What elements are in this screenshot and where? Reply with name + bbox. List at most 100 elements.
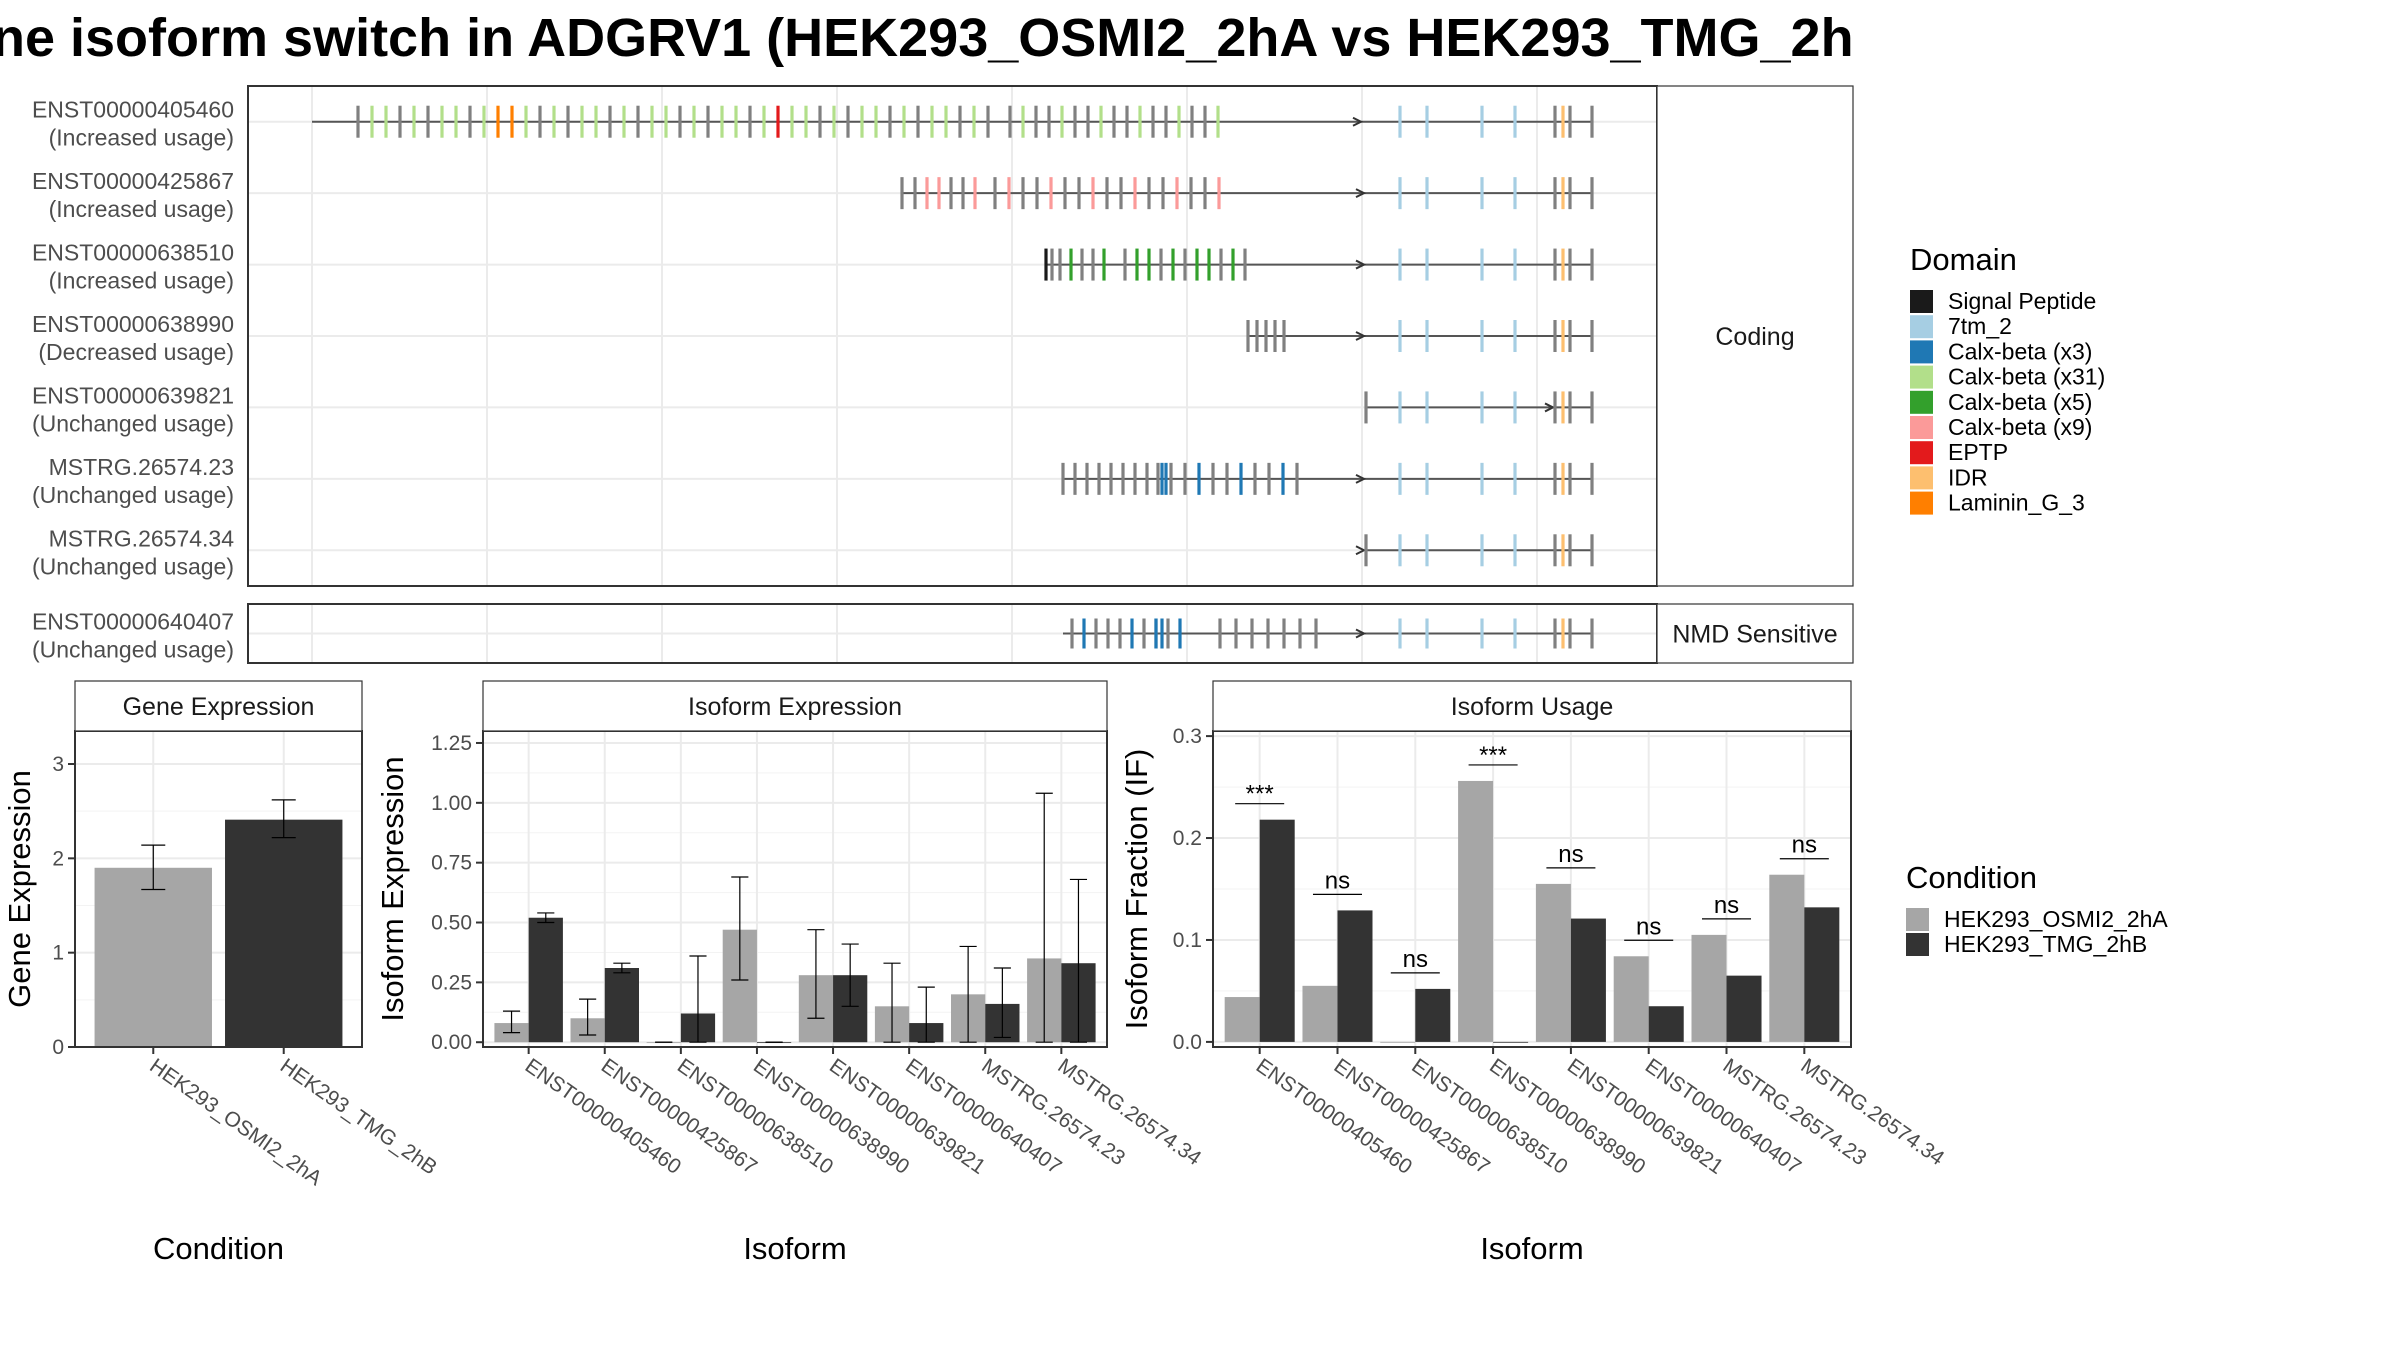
exon-block [1147,248,1151,281]
exon-block [1138,105,1142,138]
exon-block [1203,177,1207,210]
exon-block [1267,462,1271,495]
strand-arrow-icon [1355,331,1367,341]
exon-block [1513,248,1517,281]
exon-block [1590,534,1594,567]
exon-block [1568,177,1572,210]
exon-block [566,105,570,138]
exon-block [1021,177,1025,210]
x-axis-title: Isoform [1480,1231,1583,1266]
exon-block [776,105,780,138]
legend-key [1910,340,1933,364]
exon-block [1183,248,1187,281]
legend-label: HEK293_OSMI2_2hA [1944,906,2168,932]
exon-block [1094,618,1098,649]
transcript-usage-label: (Unchanged usage) [32,410,234,436]
facet-strip [1212,680,1852,732]
exon-block [1183,462,1187,495]
exon-block [1160,462,1164,495]
exon-block [958,105,962,138]
exon-block [1091,177,1095,210]
exon-block [1218,618,1222,649]
transcript-id-label: ENST00000638990 [32,311,234,337]
exon-block [1553,391,1557,424]
exon-block [1239,462,1243,495]
bar [1570,918,1606,1042]
bar [1535,883,1571,1042]
exon-block [1398,248,1402,281]
exon-block [1568,462,1572,495]
exon-block [1171,248,1175,281]
exon-block [1513,391,1517,424]
exon-block [622,105,626,138]
exon-block [1282,618,1286,649]
exon-block [1480,618,1484,649]
exon-block [1133,462,1137,495]
exon-block [1164,462,1168,495]
exon-block [1231,248,1235,281]
exon-block [594,105,598,138]
bar [1769,874,1805,1042]
exon-block [1364,391,1368,424]
strand-arrow-icon [1355,545,1367,556]
exon-block [1513,618,1517,649]
y-tick-label: 0.00 [431,1031,472,1054]
nmd-facet: ENST00000640407(Unchanged usage) NMD Sens… [32,603,1854,664]
legend-key [1910,365,1933,389]
exon-block [1169,462,1173,495]
exon-block [986,105,990,138]
exon-block [1398,320,1402,352]
exon-block [720,105,724,138]
legend-label: Calx-beta (x3) [1948,338,2092,364]
exon-block [1553,105,1557,138]
bar [94,867,212,1047]
exon-block [993,177,997,210]
exon-block [1480,105,1484,138]
exon-block [1425,105,1429,138]
exon-block [1561,462,1565,495]
exon-block [1425,462,1429,495]
strand-arrow-icon [1355,628,1367,639]
exon-block [1106,618,1110,649]
exon-block [538,105,542,138]
exon-block [1177,105,1181,138]
exon-block [454,105,458,138]
exon-block [1195,248,1199,281]
exon-block [356,105,360,138]
bar [1726,975,1762,1042]
transcript-id-label: MSTRG.26574.34 [49,525,235,551]
exon-block [384,105,388,138]
exon-block [1568,105,1572,138]
exon-block [1590,462,1594,495]
exon-block [1034,105,1038,138]
exon-block [1119,177,1123,210]
exon-block [1561,618,1565,649]
exon-block [1314,618,1318,649]
exon-block [1561,177,1565,210]
strand-arrow-icon [1544,402,1556,413]
exon-block [1225,462,1229,495]
exon-block [916,105,920,138]
bar [1337,910,1373,1042]
exon-block [1091,248,1095,281]
figure-title: ne isoform switch in ADGRV1 (HEK293_OSMI… [0,8,1854,68]
legend-label: Laminin_G_3 [1948,490,2085,516]
exon-block [944,105,948,138]
exon-block [1058,248,1062,281]
exon-block [1147,177,1151,210]
facet-strip [74,680,363,732]
legend-label: EPTP [1948,439,2008,465]
facet-strip-label: Coding [1715,323,1794,351]
exon-block [1243,248,1247,281]
legend-label: Calx-beta (x31) [1948,364,2105,390]
exon-block [1398,534,1402,567]
exon-block [1217,177,1221,210]
facet-strip [482,680,1108,732]
exon-block [1044,248,1048,281]
exon-block [1219,248,1223,281]
exon-block [972,105,976,138]
bar [1415,988,1451,1042]
exon-block [888,105,892,138]
x-tick-label: MSTRG.26574.34 [1053,1054,1205,1170]
